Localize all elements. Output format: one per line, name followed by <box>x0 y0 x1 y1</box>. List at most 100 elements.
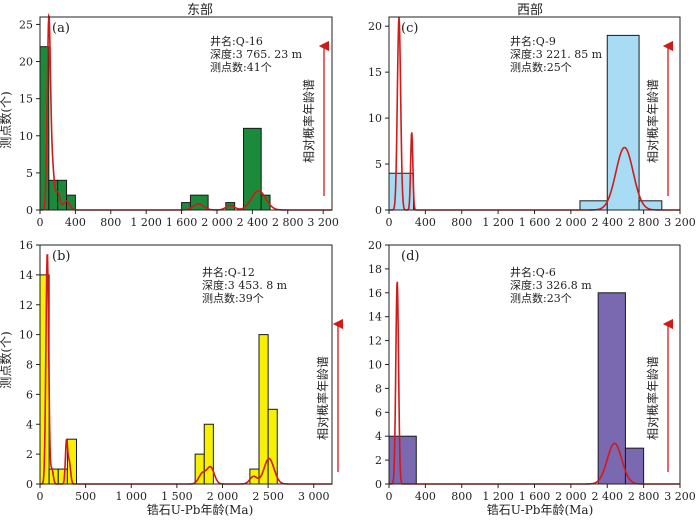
x-tick-label: 800 <box>100 216 121 229</box>
probability-axis-label: 相对概率年龄谱 <box>301 79 316 163</box>
x-tick-label: 500 <box>75 490 96 503</box>
y-tick-label: 4 <box>26 418 33 431</box>
x-tick-label: 2 500 <box>252 490 284 503</box>
y-tick-label: 6 <box>375 406 382 419</box>
well-info-line: 测点数:41个 <box>210 61 272 74</box>
histogram-bar <box>57 468 68 485</box>
y-tick-label: 20 <box>368 20 382 33</box>
x-tick-label: 1 200 <box>482 216 514 229</box>
histogram-bar <box>624 447 645 485</box>
y-tick-label: 16 <box>19 239 33 252</box>
x-tick-label: 2 800 <box>628 216 660 229</box>
well-info-line: 井名:Q-9 <box>510 34 556 48</box>
x-tick-label: 400 <box>65 216 86 229</box>
panel-label: (d) <box>401 249 419 264</box>
y-tick-label: 2 <box>375 454 382 467</box>
well-info-line: 深度:3 765. 23 m <box>210 47 303 61</box>
x-tick-label: 0 <box>37 216 44 229</box>
well-info-line: 井名:Q-16 <box>210 34 263 48</box>
x-tick-label: 2 000 <box>201 216 233 229</box>
y-tick-label: 14 <box>368 311 382 324</box>
x-tick-label: 400 <box>415 490 436 503</box>
x-tick-label: 2 000 <box>555 490 587 503</box>
x-tick-label: 2 000 <box>555 216 587 229</box>
x-tick-label: 1 600 <box>519 216 551 229</box>
panel-c: 0 400 800 1 200 1 600 2 000 2 400 2 800 3 200 0 5 1… <box>368 16 696 229</box>
y-tick-label: 8 <box>26 359 33 372</box>
panel-label: (a) <box>52 21 70 36</box>
y-tick-label: 0 <box>375 478 382 491</box>
x-tick-label: 0 <box>37 490 44 503</box>
y-tick-label: 15 <box>368 66 382 79</box>
x-tick-label: 2 800 <box>272 216 304 229</box>
y-tick-label: 8 <box>375 382 382 395</box>
y-tick-label: 10 <box>368 112 382 125</box>
well-info-line: 测点数:23个 <box>510 292 572 305</box>
right-column-header: 西部 <box>517 3 543 18</box>
y-tick-label: 15 <box>19 93 33 106</box>
ylabel-bottom: 测点数(个) <box>0 331 13 388</box>
x-tick-label: 3 200 <box>664 216 696 229</box>
y-tick-label: 20 <box>368 239 382 252</box>
xlabel-left: 锆石U-Pb年龄(Ma) <box>147 503 254 517</box>
well-info-line: 深度:3 453. 8 m <box>202 278 288 292</box>
x-tick-label: 400 <box>415 216 436 229</box>
histogram-bar <box>579 200 608 211</box>
well-info-line: 井名:Q-6 <box>510 265 556 279</box>
x-tick-label: 1 600 <box>519 490 551 503</box>
panel-a: 0 400 800 1 200 1 600 2 000 2 400 2 800 3 200 0 5 1… <box>19 12 339 229</box>
x-tick-label: 2 400 <box>237 216 269 229</box>
histogram-bar <box>597 292 626 485</box>
xlabel-right: 锆石U-Pb年龄(Ma) <box>487 503 594 517</box>
x-tick-label: 800 <box>451 216 472 229</box>
x-tick-label: 0 <box>386 490 393 503</box>
x-tick-label: 1 200 <box>482 490 514 503</box>
x-tick-label: 2 800 <box>628 490 660 503</box>
well-info-line: 测点数:25个 <box>510 61 572 74</box>
y-tick-label: 10 <box>19 130 33 143</box>
ylabel-top: 测点数(个) <box>0 91 13 148</box>
well-info-line: 测点数:39个 <box>202 292 264 305</box>
panel-label: (c) <box>401 21 418 36</box>
left-column-header: 东部 <box>187 3 213 18</box>
y-tick-label: 0 <box>375 204 382 217</box>
histogram-bar <box>48 179 59 211</box>
panel-label: (b) <box>52 249 70 264</box>
y-tick-label: 18 <box>368 263 382 276</box>
x-tick-label: 1 600 <box>166 216 198 229</box>
y-tick-label: 20 <box>19 56 33 69</box>
y-tick-label: 10 <box>19 329 33 342</box>
x-tick-label: 2 400 <box>592 490 624 503</box>
panel-d: 0 400 800 1 200 1 600 2 000 2 400 2 800 3 200 0 2 4… <box>368 239 696 503</box>
y-tick-label: 0 <box>26 204 33 217</box>
y-tick-label: 0 <box>26 478 33 491</box>
probability-axis-label: 相对概率年龄谱 <box>645 79 660 163</box>
probability-axis-label: 相对概率年龄谱 <box>645 356 660 440</box>
y-tick-label: 4 <box>375 430 382 443</box>
x-tick-label: 3 200 <box>664 490 696 503</box>
x-tick-label: 2 000 <box>207 490 239 503</box>
y-tick-label: 12 <box>368 335 382 348</box>
plot-frame <box>39 16 333 211</box>
y-tick-label: 5 <box>375 158 382 171</box>
x-tick-label: 0 <box>386 216 393 229</box>
panel-b: 0 500 1 000 1 500 2 000 2 500 3 000 0 2 4 6 8 10 12 14… <box>19 239 344 503</box>
probability-curve <box>40 12 332 211</box>
x-tick-label: 1 200 <box>130 216 162 229</box>
y-tick-label: 12 <box>19 299 33 312</box>
x-tick-label: 1 500 <box>161 490 193 503</box>
y-tick-label: 6 <box>26 388 33 401</box>
y-tick-label: 25 <box>19 18 33 31</box>
y-tick-label: 10 <box>368 359 382 372</box>
well-info-line: 井名:Q-12 <box>202 265 255 279</box>
y-tick-label: 14 <box>19 269 33 282</box>
x-tick-label: 2 400 <box>592 216 624 229</box>
histogram-bar <box>606 34 640 211</box>
y-tick-label: 2 <box>26 448 33 461</box>
plot-frame <box>39 244 333 485</box>
y-tick-label: 5 <box>26 167 33 180</box>
x-tick-label: 3 000 <box>298 490 330 503</box>
y-tick-label: 16 <box>368 287 382 300</box>
histogram-bar <box>194 453 205 485</box>
